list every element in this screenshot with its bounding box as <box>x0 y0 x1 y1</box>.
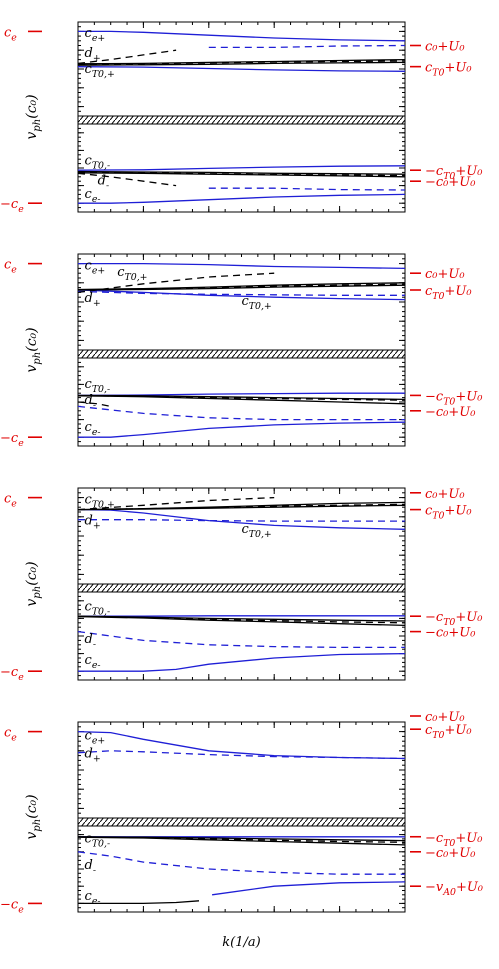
series-line-unnamed-6 <box>77 60 406 66</box>
series-line-unnamed-6 <box>77 283 406 291</box>
curve-label: d- <box>85 632 97 650</box>
right-annotation: cT0+U₀ <box>425 61 472 79</box>
y-axis-label: vph(c₀) <box>24 94 43 139</box>
curve-label: cT0,+ <box>85 492 115 510</box>
y-axis-label: vph(c₀) <box>24 794 43 839</box>
series-line-d- <box>77 172 177 187</box>
curve-label: cT0,+ <box>242 294 272 312</box>
curve-label: cT0,+ <box>85 62 115 80</box>
left-annotation: ce <box>4 258 17 276</box>
right-annotation: −cT0+U₀ <box>425 610 483 628</box>
right-annotation: −cT0+U₀ <box>425 164 483 182</box>
curve-label: cT0,- <box>85 377 111 395</box>
series-line-d- <box>77 851 405 875</box>
series-line-d- <box>77 401 111 408</box>
curve-label: ce- <box>85 889 101 907</box>
series-line-unnamed-12 <box>77 405 405 421</box>
series-line-c-e- <box>78 30 406 42</box>
right-annotation: c₀+U₀ <box>425 267 465 282</box>
right-annotation: −c₀+U₀ <box>425 405 476 420</box>
series-line-unnamed-2 <box>77 290 405 296</box>
curve-label: ce- <box>85 187 101 205</box>
series-line-c-e- <box>78 421 406 438</box>
series-line-c-e- <box>77 508 406 530</box>
left-annotation: −ce <box>0 665 24 683</box>
curve-label: cT0,- <box>85 153 111 171</box>
series-line-c-e- <box>77 730 406 760</box>
curve-label: cT0,+ <box>242 522 272 540</box>
left-annotation: ce <box>4 726 17 744</box>
right-annotation: −c₀+U₀ <box>425 846 476 861</box>
series-line-c-t0- <box>77 289 406 301</box>
y-axis-label: vph(c₀) <box>24 561 43 606</box>
right-annotation: −vA0+U₀ <box>425 880 484 898</box>
right-annotation: cT0+U₀ <box>425 723 472 741</box>
right-annotation: −c₀+U₀ <box>425 626 476 641</box>
series-line-c-t0- <box>77 496 275 511</box>
curve-label: d- <box>98 174 110 192</box>
curve-label: ce- <box>85 653 101 671</box>
series-line-unnamed-1 <box>78 519 405 522</box>
axis-break-band <box>77 583 406 593</box>
series-line-c-t0- <box>77 392 405 397</box>
axis-break-band <box>77 349 406 359</box>
curve-label: d+ <box>85 747 101 765</box>
curve-label: ce+ <box>85 728 106 746</box>
plot-frame <box>77 721 406 913</box>
axis-break-band <box>77 115 406 125</box>
right-annotation: c₀+U₀ <box>425 710 465 725</box>
curve-label: d+ <box>85 513 101 531</box>
series-line-unnamed-10 <box>77 630 405 649</box>
right-annotation: c₀+U₀ <box>425 487 465 502</box>
series-line-c-t0- <box>77 66 406 72</box>
curve-label: d- <box>85 858 97 876</box>
series-line-c-e- <box>78 900 200 905</box>
curve-label: ce- <box>85 420 101 438</box>
axis-break-band <box>77 817 406 827</box>
series-line-unnamed-9 <box>77 615 406 624</box>
curve-label: d+ <box>85 291 101 309</box>
series-line-c-t0- <box>77 165 406 171</box>
series-line-unnamed-11 <box>77 170 406 175</box>
series-line-unnamed-10 <box>77 394 406 401</box>
series-line-c-e- <box>78 262 406 270</box>
series-line-c-e- <box>78 193 406 204</box>
left-annotation: ce <box>4 492 17 510</box>
curve-label: cT0,+ <box>117 265 147 283</box>
curve-label: ce+ <box>85 258 106 276</box>
series-line-unnamed-2 <box>208 44 406 49</box>
series-line-d- <box>77 750 406 760</box>
series-line-c-e- <box>78 652 406 672</box>
y-axis-label: vph(c₀) <box>24 327 43 372</box>
right-annotation: −c₀+U₀ <box>425 175 476 190</box>
series-line-unnamed-9 <box>208 187 406 191</box>
series-line-d- <box>77 49 177 65</box>
left-annotation: ce <box>4 25 17 43</box>
right-annotation: cT0+U₀ <box>425 284 472 302</box>
series-line-unnamed-3 <box>77 272 275 294</box>
series-line-unnamed-4 <box>77 61 406 66</box>
series-line-unnamed-5 <box>77 503 406 511</box>
curve-label: cT0,- <box>85 599 111 617</box>
x-axis-label: k(1/a) <box>222 935 260 950</box>
right-annotation: c₀+U₀ <box>425 40 465 55</box>
curve-label: ce+ <box>85 26 106 44</box>
series-line-unnamed-5 <box>77 836 406 843</box>
left-annotation: −ce <box>0 897 24 915</box>
chart-panel: vph(c₀) ce+ cT0,+ d+ cT0,+ cT0,-d-ce-c₀+U₀ cT0… <box>0 253 483 449</box>
series-line-unnamed-8 <box>212 881 406 896</box>
left-annotation: −ce <box>0 431 24 449</box>
right-annotation: cT0+U₀ <box>425 504 472 522</box>
chart-panel: vph(c₀) cT0,+ d+ cT0,+ cT0,- d-ce-c₀+U₀ cT0+U₀… <box>0 487 483 683</box>
right-annotation: −cT0+U₀ <box>425 831 483 849</box>
curve-label: d- <box>85 393 97 411</box>
left-annotation: −ce <box>0 197 24 215</box>
chart-panel: vph(c₀) ce+ d+cT0,+ cT0,- d-ce-c₀+U₀ cT0+U₀ −c… <box>0 21 483 215</box>
right-annotation: −cT0+U₀ <box>425 389 483 407</box>
series-line-unnamed-13 <box>77 171 406 177</box>
curve-label: cT0,- <box>85 831 111 849</box>
curve-label: d+ <box>85 46 101 64</box>
